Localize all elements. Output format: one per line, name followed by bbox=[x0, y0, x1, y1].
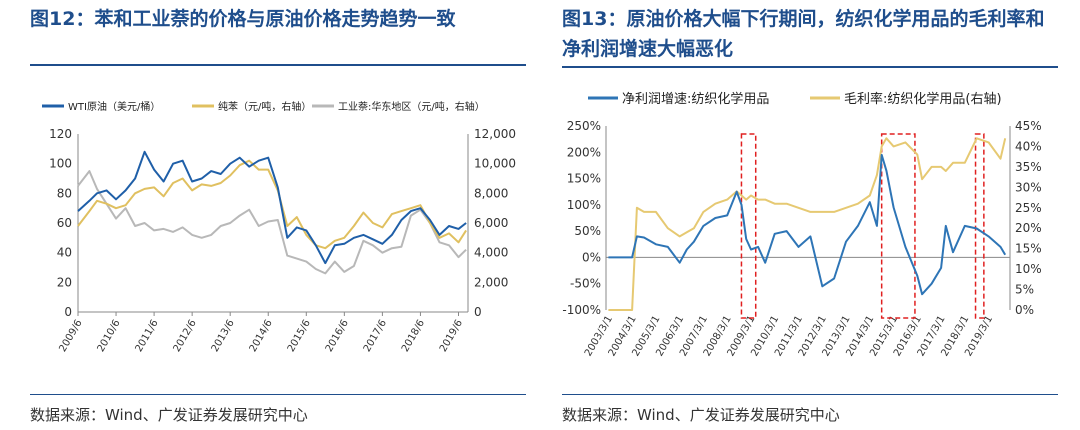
legend-label: 工业萘:华东地区（元/吨，右轴） bbox=[338, 100, 485, 113]
y-left-tick-label: 0 bbox=[64, 305, 72, 319]
y-left-tick-label: -100% bbox=[562, 303, 601, 317]
right-panel: 图13：原油价格大幅下行期间，纺织化学用品的毛利率和净利润增速大幅恶化 -100… bbox=[540, 0, 1080, 430]
x-tick-label: 2016/6 bbox=[324, 318, 351, 354]
y-left-tick-label: 100 bbox=[49, 157, 72, 171]
y-left-tick-label: 40 bbox=[57, 246, 72, 260]
y-right-tick-label: 25% bbox=[1015, 201, 1042, 215]
y-left-tick-label: 120 bbox=[49, 127, 72, 141]
y-right-tick-label: 4,000 bbox=[474, 246, 508, 260]
legend-label: 净利润增速:纺织化学用品 bbox=[622, 91, 769, 107]
y-left-tick-label: 50% bbox=[574, 224, 601, 238]
left-source: 数据来源：Wind、广发证券发展研究中心 bbox=[30, 406, 308, 424]
right-source-rule bbox=[562, 394, 1058, 395]
right-chart: -100% -50% 0% 50% 100% 150% 200% 250% 0% 5% 10% 15%… bbox=[562, 91, 1042, 358]
right-title-rule bbox=[562, 66, 1058, 68]
y-left-tick-label: -50% bbox=[570, 277, 601, 291]
series-line-0 bbox=[77, 150, 467, 265]
x-tick-label: 2018/6 bbox=[400, 318, 427, 354]
y-right-tick-label: 15% bbox=[1015, 242, 1042, 256]
y-right-tick-label: 10% bbox=[1015, 262, 1042, 276]
x-tick-label: 2010/6 bbox=[96, 318, 123, 354]
highlight-period-box bbox=[880, 133, 916, 319]
left-chart-title: 图12：苯和工业萘的价格与原油价格走势趋势一致 bbox=[30, 8, 456, 30]
left-chart: 0 20 40 60 80 100 120 0 2,000 4,000 6,000 8,000 10,0… bbox=[42, 100, 516, 354]
left-source-rule bbox=[30, 394, 526, 395]
y-left-tick-label: 0% bbox=[582, 250, 601, 264]
x-tick-label: 2019/6 bbox=[438, 318, 465, 354]
y-left-tick-label: 100% bbox=[567, 198, 601, 212]
y-right-tick-label: 8,000 bbox=[474, 186, 508, 200]
x-tick-label: 2009/6 bbox=[57, 318, 84, 354]
y-left-tick-label: 250% bbox=[567, 119, 601, 133]
series-line-1 bbox=[608, 137, 1007, 311]
x-tick-label: 2014/6 bbox=[248, 318, 275, 354]
x-tick-label: 2017/6 bbox=[362, 318, 389, 354]
left-title-rule bbox=[30, 64, 526, 66]
left-panel: 图12：苯和工业萘的价格与原油价格走势趋势一致 0 20 40 60 80 100 120 0… bbox=[30, 8, 526, 424]
series-line-0 bbox=[608, 153, 1007, 296]
y-right-tick-label: 45% bbox=[1015, 119, 1042, 133]
x-tick-label: 2012/6 bbox=[172, 318, 199, 354]
right-source: 数据来源：Wind、广发证券发展研究中心 bbox=[562, 406, 840, 424]
y-right-tick-label: 35% bbox=[1015, 160, 1042, 174]
y-right-tick-label: 6,000 bbox=[474, 216, 508, 230]
y-right-tick-label: 10,000 bbox=[474, 157, 516, 171]
y-right-tick-label: 30% bbox=[1015, 180, 1042, 194]
legend-label: 毛利率:纺织化学用品(右轴) bbox=[844, 91, 1002, 107]
x-tick-label: 2013/6 bbox=[210, 318, 237, 354]
y-left-tick-label: 60 bbox=[57, 216, 72, 230]
y-left-tick-label: 20 bbox=[57, 275, 72, 289]
y-left-tick-label: 200% bbox=[567, 145, 601, 159]
highlight-period-box bbox=[974, 133, 985, 319]
y-right-tick-label: 40% bbox=[1015, 139, 1042, 153]
y-right-tick-label: 2,000 bbox=[474, 275, 508, 289]
y-right-tick-label: 0 bbox=[474, 305, 482, 319]
series-line-2 bbox=[77, 170, 467, 275]
x-tick-label: 2011/6 bbox=[134, 318, 161, 354]
x-tick-label: 2015/6 bbox=[286, 318, 313, 354]
right-chart-title: 图13：原油价格大幅下行期间，纺织化学用品的毛利率和净利润增速大幅恶化 bbox=[562, 8, 1045, 60]
y-right-tick-label: 0% bbox=[1015, 303, 1034, 317]
y-left-tick-label: 150% bbox=[567, 172, 601, 186]
series-line-1 bbox=[77, 159, 467, 250]
legend-label: 纯苯（元/吨，右轴） bbox=[218, 100, 311, 113]
y-right-tick-label: 12,000 bbox=[474, 127, 516, 141]
legend-label: WTI原油（美元/桶） bbox=[68, 100, 160, 113]
highlight-period-box bbox=[740, 133, 757, 319]
y-right-tick-label: 20% bbox=[1015, 221, 1042, 235]
y-left-tick-label: 80 bbox=[57, 186, 72, 200]
y-right-tick-label: 5% bbox=[1015, 283, 1034, 297]
